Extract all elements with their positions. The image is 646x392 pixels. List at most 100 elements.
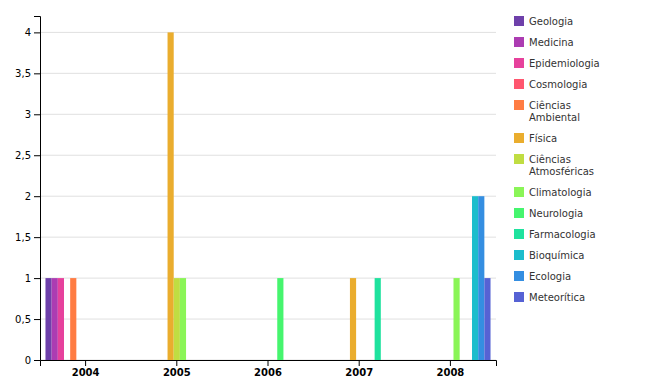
legend-swatch [514,208,524,218]
x-tick-label: 2006 [254,367,282,378]
bar [265,360,271,361]
bar [70,278,76,360]
legend-label: Epidemiologia [529,58,600,69]
bar-series [58,278,64,360]
bar-series [472,196,478,360]
bar [186,360,192,361]
bar [45,278,51,360]
bar [453,278,459,360]
legend-swatch [514,100,524,110]
bar [393,360,399,361]
legend-label: Geologia [529,16,573,27]
x-tick-label: 2007 [345,367,373,378]
legend-swatch [514,154,524,164]
bar [205,360,211,361]
legend-item: Neurologia [514,208,583,219]
bar [168,32,174,360]
bar [107,360,113,361]
bar [83,360,89,361]
legend-item: Ecologia [514,271,571,282]
bar [375,278,381,360]
legend-label-line: Ciências [529,100,571,111]
legend-item: Meteorítica [514,292,585,303]
grid-line [40,319,496,320]
legend-swatch [514,16,524,26]
bar [143,360,149,361]
bar [192,360,198,361]
bar [368,360,374,361]
legend-label: Física [529,133,557,144]
grid-line [40,155,496,156]
legend-label: Medicina [529,37,574,48]
bar [211,360,217,361]
legend-label: Climatologia [529,187,592,198]
legend-item: Medicina [514,37,574,48]
legend-label: CiênciasAtmosféricas [529,154,594,177]
legend-label-line: Ciências [529,154,571,165]
x-axis: 20042005200620072008 [41,360,497,378]
y-tick-line [34,278,40,279]
legend-item: CiênciasAmbiental [514,100,580,123]
bar [410,360,416,361]
bar [95,360,101,361]
legend-label-line: Neurologia [529,208,583,219]
legend-label: Meteorítica [529,292,585,303]
x-tick: 2007 [345,360,373,378]
bar [429,360,435,361]
legend-swatch [514,250,524,260]
legend-item: Cosmologia [514,79,587,90]
legend-swatch [514,292,524,302]
y-tick-line [34,237,40,238]
x-tick-line [85,360,86,366]
y-tick-line [34,32,40,33]
bar [302,360,308,361]
legend-label-line: Meteorítica [529,292,585,303]
bar-series [375,278,381,360]
y-tick: 2 [25,191,40,202]
bar [180,278,186,360]
bar [76,360,82,361]
bar [435,360,441,361]
legend-swatch [514,79,524,89]
y-tick-label: 3,5 [15,68,31,79]
legend-item: Bioquímica [514,250,584,261]
legend-item: Epidemiologia [514,58,600,69]
bar [137,360,143,361]
bar [387,360,393,361]
bar [101,360,107,361]
legend-label-line: Epidemiologia [529,58,600,69]
y-tick-label: 1 [25,273,31,284]
y-tick: 1 [25,273,40,284]
y-tick: 3 [25,109,40,120]
y-tick-line [34,319,40,320]
y-tick-label: 3 [25,109,31,120]
legend-swatch [514,58,524,68]
grid-line [40,73,496,74]
x-tick-line [268,360,269,366]
bar-series [277,278,283,360]
grid [40,32,496,360]
bar-series [174,278,180,360]
x-tick: 2006 [254,360,282,378]
y-tick-label: 0 [25,355,31,366]
legend-item: Farmacologia [514,229,596,240]
bar [296,360,302,361]
bar [155,360,161,361]
x-axis-line [41,361,497,367]
bar [460,360,466,361]
y-axis-line [34,17,41,361]
bar [478,196,484,360]
bar [89,360,95,361]
bar [331,360,337,361]
x-tick-label: 2005 [163,367,191,378]
bar [325,360,331,361]
bar [240,360,246,361]
y-tick-label: 2,5 [15,150,31,161]
bar [283,360,289,361]
x-tick-line [359,360,360,366]
legend-swatch [514,229,524,239]
y-tick: 0 [25,355,40,366]
y-tick-line [34,114,40,115]
legend-label-line: Atmosféricas [529,166,594,177]
bar [52,278,58,360]
